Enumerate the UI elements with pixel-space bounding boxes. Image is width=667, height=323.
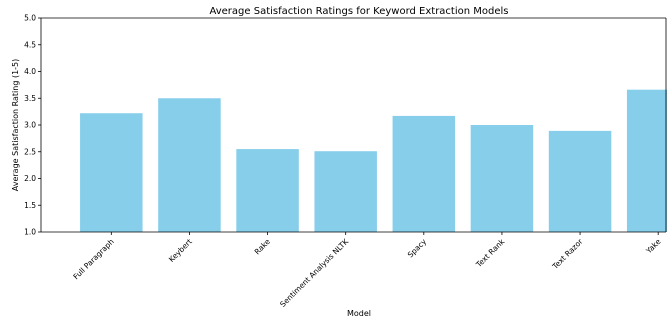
bar	[80, 113, 143, 232]
x-axis-ticks: Full Paragraph Keybert Rake Sentiment Analy…	[71, 232, 663, 309]
y-tick-label: 3.0	[24, 121, 36, 130]
bar	[158, 98, 221, 232]
y-tick-label: 3.5	[24, 94, 36, 103]
x-tick-label: Keybert	[167, 237, 194, 264]
x-axis-label: Model	[347, 309, 371, 318]
y-tick-label: 5.0	[24, 14, 36, 23]
bar	[626, 89, 667, 232]
y-tick-label: 2.0	[24, 174, 36, 183]
y-tick-label: 4.5	[24, 40, 36, 49]
x-tick-label: Sentiment Analysis NLTK	[278, 236, 351, 309]
bar	[314, 151, 377, 232]
x-tick-label: Full Paragraph	[71, 237, 115, 281]
bar	[236, 149, 299, 232]
y-tick-label: 2.5	[24, 147, 36, 156]
y-axis-ticks: 1.0 1.5 2.0 2.5 3.0 3.5 4.0 4.5 5.0	[24, 14, 41, 237]
x-tick-label: Text Rank	[474, 237, 507, 270]
bar	[392, 115, 456, 232]
y-tick-label: 4.0	[24, 67, 36, 76]
chart-title: Average Satisfaction Ratings for Keyword…	[209, 6, 508, 17]
x-tick-label: Yake	[644, 237, 663, 256]
x-tick-label: Text Razor	[550, 236, 585, 271]
bars-group	[80, 89, 667, 232]
bar	[548, 130, 612, 232]
y-tick-label: 1.0	[24, 228, 36, 237]
y-tick-label: 1.5	[24, 201, 36, 210]
y-axis-label: Average Satisfaction Rating (1-5)	[11, 59, 20, 192]
x-tick-label: Spacy	[406, 237, 429, 260]
bar	[470, 125, 534, 232]
x-tick-label: Rake	[253, 237, 273, 257]
